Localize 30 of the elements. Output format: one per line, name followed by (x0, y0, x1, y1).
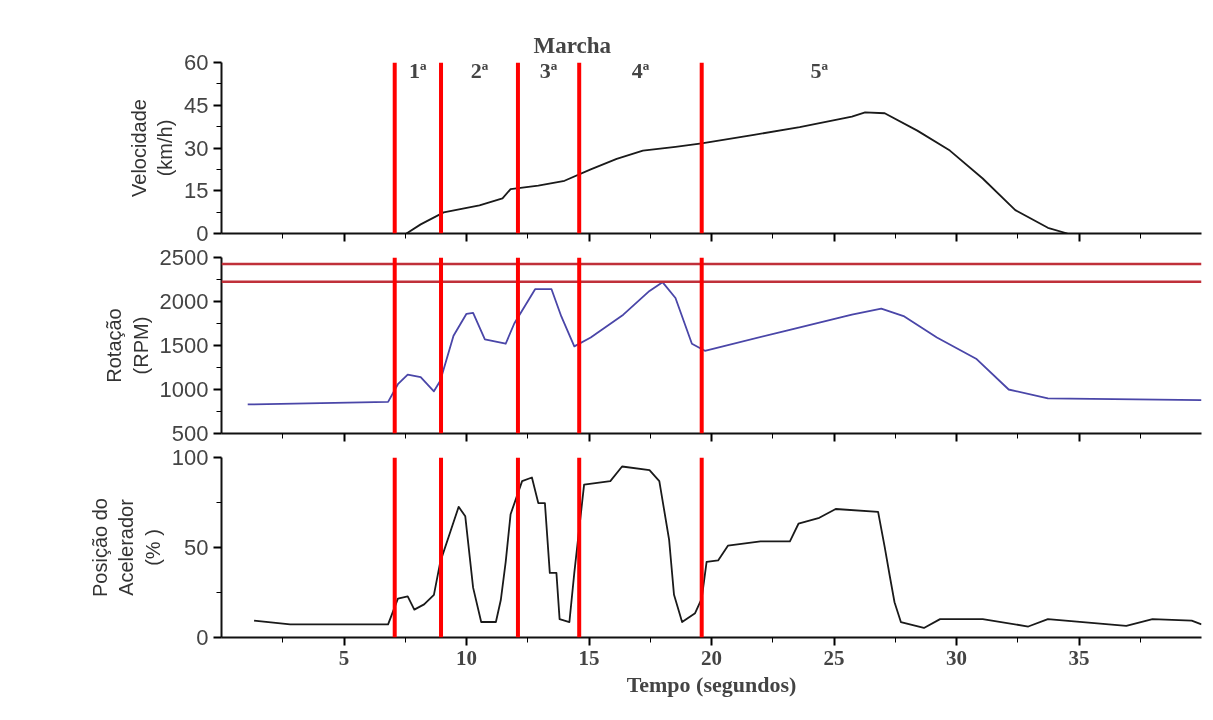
annotation: 5ª (810, 58, 829, 83)
y-tick-label: 100 (171, 445, 209, 470)
y-tick-label: 0 (196, 625, 209, 650)
annotation: 4ª (631, 58, 650, 83)
y-tick-label: 2500 (159, 245, 209, 270)
annotation: 1ª (409, 58, 428, 83)
x-tick-label: 25 (823, 645, 845, 670)
y-tick-label: 50 (184, 535, 209, 560)
y-tick-label: 60 (184, 50, 209, 75)
y-tick-label: 2000 (159, 289, 209, 314)
x-axis-title: Tempo (segundos) (626, 671, 797, 697)
y-tick-label: 1000 (159, 377, 209, 402)
x-tick-label: 20 (701, 645, 722, 670)
y-tick-label: 45 (184, 92, 209, 118)
chart-title: Marcha (533, 32, 612, 58)
y-tick-label: 30 (184, 135, 209, 161)
y-axis-title: Rotação (RPM) (103, 308, 152, 383)
y-tick-label: 15 (184, 178, 209, 204)
y-tick-label: 1500 (159, 333, 209, 358)
x-tick-label: 15 (578, 645, 600, 670)
x-tick-label: 10 (456, 645, 477, 670)
y-axis-title: Posição do Acelerador (% ) (88, 498, 164, 597)
y-tick-label: 0 (196, 221, 209, 246)
annotation: 2ª (470, 58, 489, 83)
x-tick-label: 35 (1068, 645, 1090, 670)
annotation: 3ª (539, 58, 558, 83)
x-tick-label: 5 (338, 645, 350, 670)
y-axis-title: Velocidade (km/h) (127, 99, 177, 197)
y-tick-label: 500 (171, 421, 209, 446)
x-tick-label: 30 (946, 645, 967, 670)
